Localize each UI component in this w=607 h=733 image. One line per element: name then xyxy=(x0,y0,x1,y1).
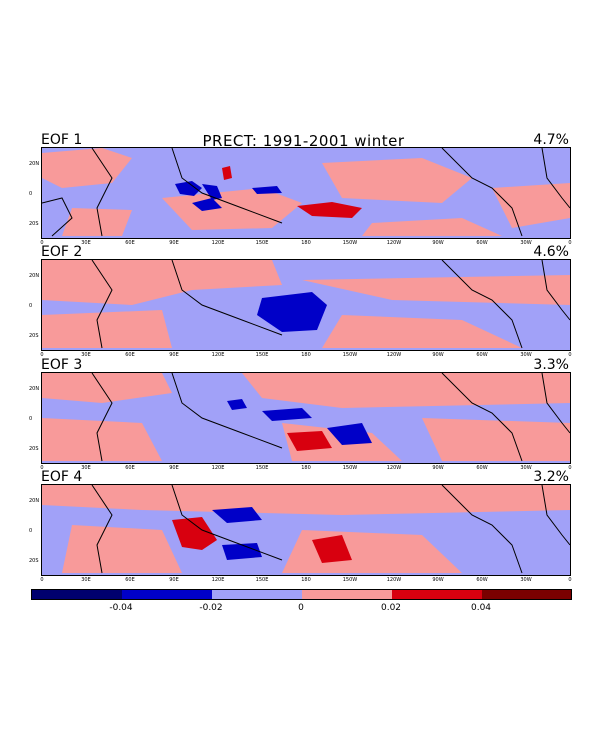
y-tick-label: 20S xyxy=(29,333,39,339)
x-tick-label: 180 xyxy=(301,240,311,246)
x-tick-label: 180 xyxy=(301,352,311,358)
colorbar-segment xyxy=(302,590,392,599)
x-tick-label: 120W xyxy=(386,352,402,358)
x-tick-label: 120E xyxy=(211,352,225,358)
x-tick-label: 60E xyxy=(125,352,135,358)
colorbar-label: 0 xyxy=(298,603,304,613)
panel-label: EOF 4 xyxy=(41,469,83,485)
x-tick-label: 0 xyxy=(568,240,572,246)
x-tick-label: 150E xyxy=(255,352,269,358)
x-tick-label: 120W xyxy=(386,465,402,471)
x-tick-label: 120E xyxy=(211,577,225,583)
panel-label: EOF 2 xyxy=(41,244,83,260)
x-tick-label: 120E xyxy=(211,240,225,246)
x-tick-label: 30W xyxy=(520,577,532,583)
x-tick-label: 60W xyxy=(476,352,488,358)
x-tick-label: 150W xyxy=(342,240,358,246)
x-tick-label: 180 xyxy=(301,465,311,471)
x-tick-label: 60E xyxy=(125,465,135,471)
x-tick-label: 60E xyxy=(125,240,135,246)
eof-map xyxy=(41,147,571,239)
x-tick-label: 60W xyxy=(476,465,488,471)
x-tick-label: 30E xyxy=(81,577,91,583)
panel-percent: 4.6% xyxy=(533,244,569,260)
x-tick-label: 0 xyxy=(568,465,572,471)
colorbar-segment xyxy=(392,590,482,599)
y-tick-label: 20N xyxy=(29,273,40,279)
colorbar-label: -0.02 xyxy=(199,603,223,613)
x-tick-label: 90E xyxy=(169,465,179,471)
x-tick-label: 0 xyxy=(40,577,44,583)
y-tick-label: 20S xyxy=(29,558,39,564)
panel-percent: 3.3% xyxy=(533,357,569,373)
y-tick-label: 0 xyxy=(29,528,33,534)
x-tick-label: 150W xyxy=(342,352,358,358)
y-tick-label: 20N xyxy=(29,386,40,392)
y-tick-label: 20N xyxy=(29,498,40,504)
x-tick-label: 90W xyxy=(432,352,444,358)
y-tick-label: 20S xyxy=(29,221,39,227)
colorbar-segment xyxy=(32,590,122,599)
colorbar-label: 0.04 xyxy=(470,603,492,613)
x-tick-label: 60E xyxy=(125,577,135,583)
x-tick-label: 180 xyxy=(301,577,311,583)
x-tick-label: 150W xyxy=(342,465,358,471)
x-tick-label: 150E xyxy=(255,240,269,246)
x-tick-label: 90E xyxy=(169,240,179,246)
eof-map xyxy=(41,259,571,351)
x-tick-label: 0 xyxy=(40,465,44,471)
x-tick-label: 30E xyxy=(81,465,91,471)
x-tick-label: 60W xyxy=(476,240,488,246)
x-tick-label: 0 xyxy=(568,352,572,358)
eof-map xyxy=(41,484,571,576)
y-tick-label: 0 xyxy=(29,303,33,309)
panel-label: EOF 1 xyxy=(41,132,83,148)
x-tick-label: 90E xyxy=(169,352,179,358)
x-tick-label: 0 xyxy=(40,240,44,246)
panel-percent: 4.7% xyxy=(533,132,569,148)
x-tick-label: 30E xyxy=(81,352,91,358)
x-tick-label: 150W xyxy=(342,577,358,583)
colorbar xyxy=(31,589,572,600)
x-tick-label: 150E xyxy=(255,465,269,471)
panel-label: EOF 3 xyxy=(41,357,83,373)
colorbar-segment xyxy=(212,590,302,599)
x-tick-label: 0 xyxy=(40,352,44,358)
eof-map xyxy=(41,372,571,464)
x-tick-label: 30W xyxy=(520,465,532,471)
x-tick-label: 60W xyxy=(476,577,488,583)
x-tick-label: 120W xyxy=(386,240,402,246)
y-tick-label: 20S xyxy=(29,446,39,452)
x-tick-label: 30W xyxy=(520,240,532,246)
x-tick-label: 90W xyxy=(432,240,444,246)
panel-percent: 3.2% xyxy=(533,469,569,485)
x-tick-label: 0 xyxy=(568,577,572,583)
x-tick-label: 90W xyxy=(432,465,444,471)
x-tick-label: 150E xyxy=(255,577,269,583)
x-tick-label: 90E xyxy=(169,577,179,583)
x-tick-label: 90W xyxy=(432,577,444,583)
y-tick-label: 0 xyxy=(29,191,33,197)
x-tick-label: 120E xyxy=(211,465,225,471)
x-tick-label: 120W xyxy=(386,577,402,583)
colorbar-label: -0.04 xyxy=(109,603,133,613)
y-tick-label: 20N xyxy=(29,161,40,167)
colorbar-segment xyxy=(482,590,571,599)
colorbar-segment xyxy=(122,590,212,599)
x-tick-label: 30W xyxy=(520,352,532,358)
y-tick-label: 0 xyxy=(29,416,33,422)
figure-title: PRECT: 1991-2001 winter xyxy=(202,132,405,150)
colorbar-label: 0.02 xyxy=(380,603,402,613)
x-tick-label: 30E xyxy=(81,240,91,246)
